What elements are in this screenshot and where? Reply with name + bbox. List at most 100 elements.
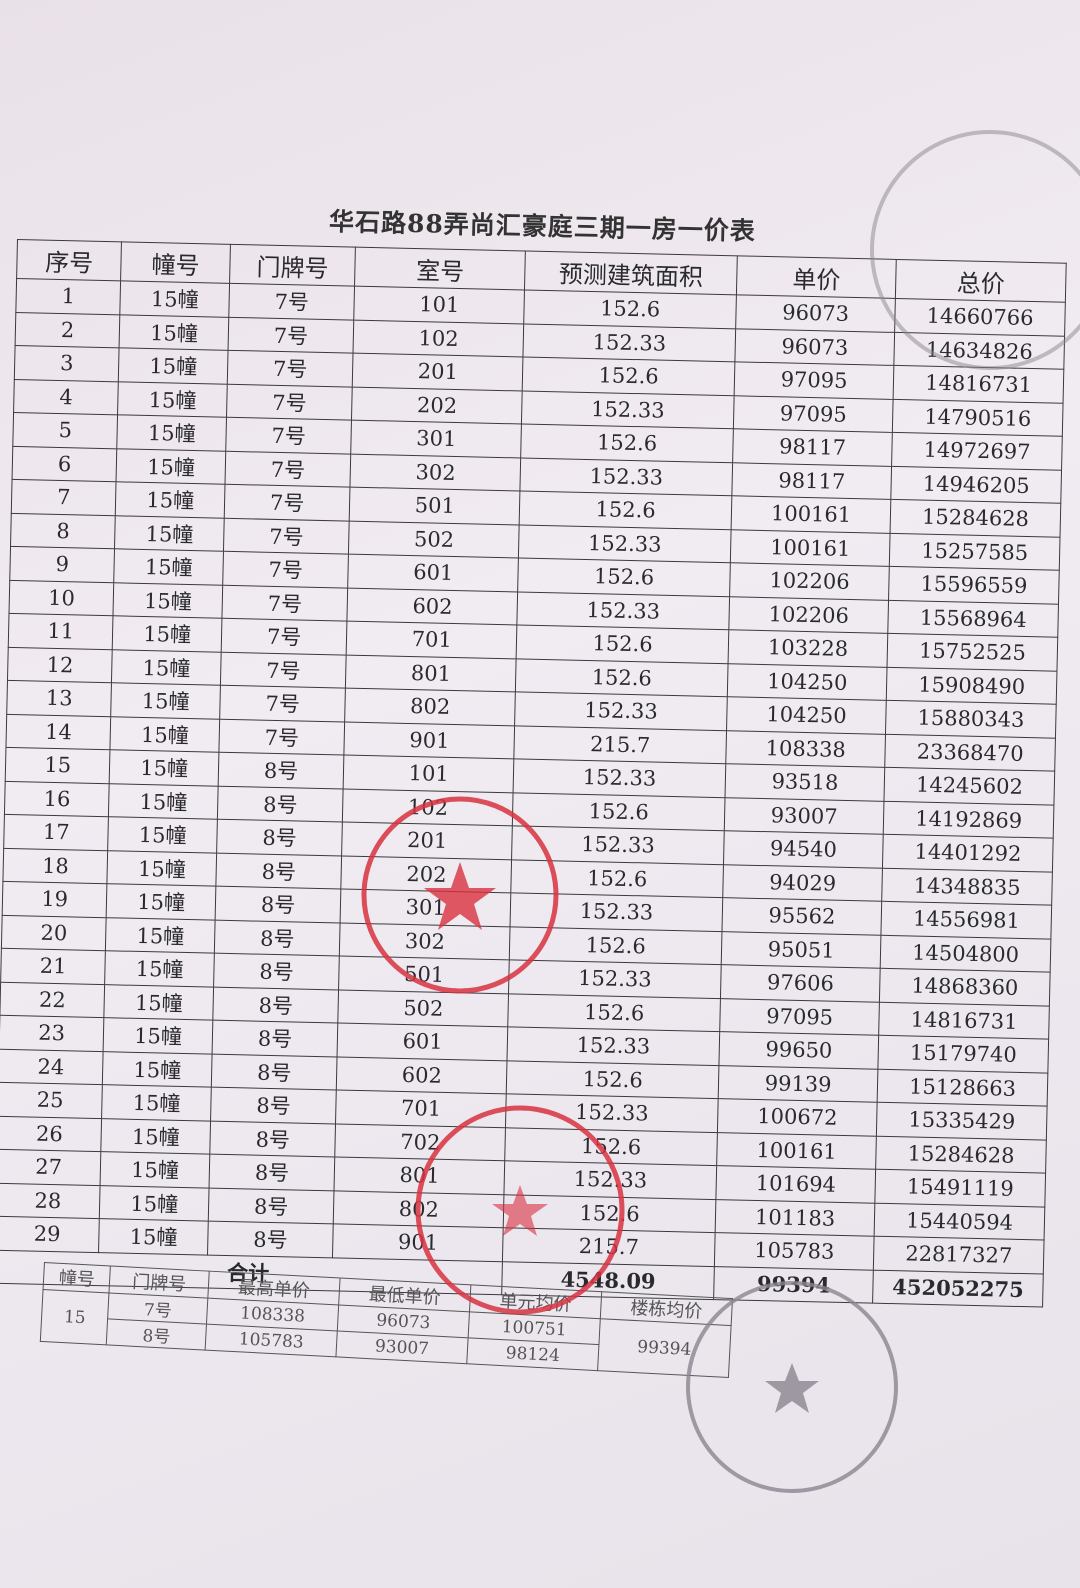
table-cell: 15幢 [112,615,222,652]
table-cell: 601 [337,1022,508,1061]
column-header: 预测建筑面积 [524,251,738,295]
table-cell: 14868360 [879,968,1051,1006]
column-header: 幢号 [120,241,231,284]
table-cell: 15752525 [887,633,1058,671]
table-cell: 102 [353,319,524,358]
table-cell: 94540 [723,830,884,868]
table-cell: 97095 [733,395,894,433]
table-cell: 102206 [728,596,889,634]
table-cell: 152.6 [512,792,726,831]
table-cell: 11 [8,613,114,650]
table-cell: 7号 [227,316,355,354]
table-cell: 15568964 [887,599,1059,638]
table-cell: 104250 [727,663,888,701]
table-cell: 7号 [222,551,349,588]
table-cell: 22 [0,981,105,1018]
table-cell: 152.33 [513,758,726,798]
table-cell: 152.33 [518,524,732,563]
table-cell: 8号 [214,919,341,956]
table-cell: 10 [9,579,115,616]
table-cell: 93518 [725,763,885,801]
table-cell: 14348835 [881,867,1053,906]
table-cell: 7 [11,479,117,516]
table-cell: 15幢 [108,816,218,853]
table-cell: 25 [0,1082,103,1119]
table-cell: 15幢 [114,548,224,585]
table-cell: 6 [12,445,118,482]
price-table: 序号 幢号 门牌号 室号 预测建筑面积 单价 总价 1 15幢 7号 101 152.6 96073 1… [0,239,1067,1308]
table-cell: 8号 [209,1120,336,1157]
table-cell: 152.6 [507,993,721,1032]
table-cell: 8号 [208,1187,335,1224]
table-cell: 15幢 [99,1185,209,1222]
table-cell: 702 [335,1123,506,1161]
table-cell: 24 [0,1048,104,1085]
table-cell: 152.6 [519,490,732,530]
table-cell: 15 [5,747,111,784]
table-cell: 152.33 [516,591,730,630]
table-cell: 8 [10,512,116,549]
table-cell: 26 [0,1115,102,1152]
table-cell: 15284628 [890,499,1061,537]
summary-header: 幢号 [43,1262,111,1293]
table-cell: 101694 [715,1165,876,1203]
table-cell: 15幢 [111,649,222,686]
table-cell: 15幢 [105,917,216,954]
table-cell: 14972697 [891,432,1063,470]
table-cell: 5 [12,412,118,449]
table-cell: 8号 [217,785,344,823]
table-cell: 7号 [221,618,348,655]
column-header: 总价 [895,259,1067,303]
table-cell: 100672 [717,1098,878,1136]
table-cell: 14245602 [884,767,1055,805]
table-cell: 100161 [730,529,891,567]
table-cell: 8号 [212,986,339,1023]
table-cell: 21 [0,948,106,985]
table-cell: 14192869 [883,800,1054,839]
table-cell: 99139 [718,1065,879,1103]
table-cell: 95562 [722,897,882,935]
table-cell: 602 [347,587,518,625]
table-cell: 12 [7,646,113,683]
table-cell: 1 [15,278,121,315]
table-cell: 3 [14,345,120,382]
table-cell: 152.33 [504,1160,717,1200]
table-cell: 15幢 [117,381,228,418]
table-cell: 152.33 [521,390,735,429]
table-cell: 15908490 [886,666,1057,705]
table-cell: 7号 [223,517,350,555]
table-cell: 102206 [729,562,890,600]
table-cell: 2 [15,311,121,348]
table-cell: 14 [5,713,112,750]
table-cell: 152.6 [506,1060,719,1099]
table-cell: 15幢 [101,1084,212,1121]
table-cell: 96073 [734,328,895,366]
table-cell: 15幢 [104,984,214,1021]
table-cell: 15幢 [115,481,225,518]
table-cell: 7号 [227,350,354,387]
table-cell: 215.7 [502,1227,716,1267]
table-cell: 901 [344,721,515,759]
table-cell: 13 [6,680,112,717]
table-cell: 152.6 [509,926,723,965]
table-cell: 152.6 [510,859,724,898]
table-cell: 15幢 [103,1017,213,1054]
table-cell: 201 [352,353,524,391]
table-cell: 8号 [215,852,342,890]
table-cell: 152.33 [510,892,723,932]
table-cell: 701 [346,621,517,659]
table-cell: 102 [342,788,514,826]
table-cell: 15幢 [120,280,230,317]
table-cell: 15幢 [101,1118,211,1155]
table-cell: 901 [332,1223,504,1262]
table-cell: 15128663 [877,1068,1048,1107]
table-cell: 14634826 [894,331,1065,370]
table-cell: 100161 [731,495,892,533]
table-cell: 96073 [735,294,896,332]
summary-building-avg: 99394 [597,1318,732,1378]
table-cell: 14556981 [881,901,1052,939]
table-cell: 14660766 [894,298,1066,336]
table-cell: 14816731 [878,1001,1050,1040]
table-cell: 97606 [720,964,881,1002]
table-cell: 7号 [219,685,346,722]
